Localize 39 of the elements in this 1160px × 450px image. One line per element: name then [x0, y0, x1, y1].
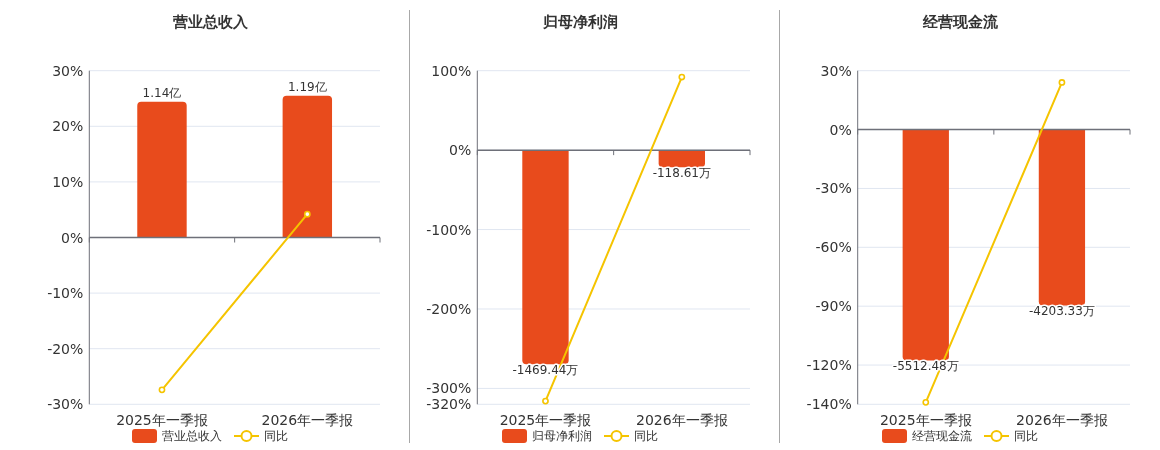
y-tick-label: -140%: [806, 396, 852, 413]
y-tick-label: -100%: [426, 221, 472, 238]
y-tick-label: -320%: [426, 396, 472, 413]
y-tick-label: 0%: [61, 229, 84, 246]
legend-label: 营业总收入: [162, 429, 222, 443]
y-tick-label: 30%: [52, 62, 84, 79]
y-tick-label: 100%: [431, 62, 472, 79]
y-tick-label: -90%: [815, 298, 852, 315]
y-tick-label: 0%: [829, 121, 852, 138]
x-tick-label: 2026年一季报: [261, 412, 354, 428]
y-tick-label: -200%: [426, 300, 472, 317]
x-tick-label: 2026年一季报: [636, 412, 728, 428]
legend-label: 归母净利润: [532, 429, 592, 443]
y-tick-label: -120%: [806, 357, 852, 374]
data-label: -4203.33万: [1028, 304, 1095, 319]
x-tick-label: 2025年一季报: [116, 412, 208, 428]
data-label: -118.61万: [652, 166, 711, 181]
x-tick-label: 2025年一季报: [879, 412, 972, 428]
legend-label: 同比: [634, 429, 658, 443]
data-label: 1.14亿: [142, 85, 182, 100]
y-tick-label: -60%: [815, 239, 852, 256]
legend-label: 同比: [264, 429, 288, 443]
y-tick-label: 30%: [820, 62, 852, 79]
y-tick-label: 20%: [52, 118, 84, 135]
data-label: 1.19亿: [287, 79, 327, 94]
chart-title: 营业总收入: [171, 13, 249, 31]
y-tick-label: -10%: [47, 285, 84, 302]
y-tick-label: -20%: [47, 340, 84, 357]
y-tick-label: -30%: [815, 180, 852, 197]
chart-title: 经营现金流: [921, 13, 999, 31]
y-tick-label: 0%: [449, 142, 472, 159]
legend-label: 同比: [1014, 429, 1038, 443]
y-tick-label: 10%: [52, 173, 84, 190]
legend-label: 经营现金流: [912, 429, 972, 443]
y-tick-label: -30%: [47, 396, 84, 413]
y-tick-label: -300%: [426, 380, 472, 397]
x-tick-label: 2026年一季报: [1016, 412, 1108, 428]
x-tick-label: 2025年一季报: [499, 412, 592, 428]
chart-title: 归母净利润: [541, 13, 618, 31]
